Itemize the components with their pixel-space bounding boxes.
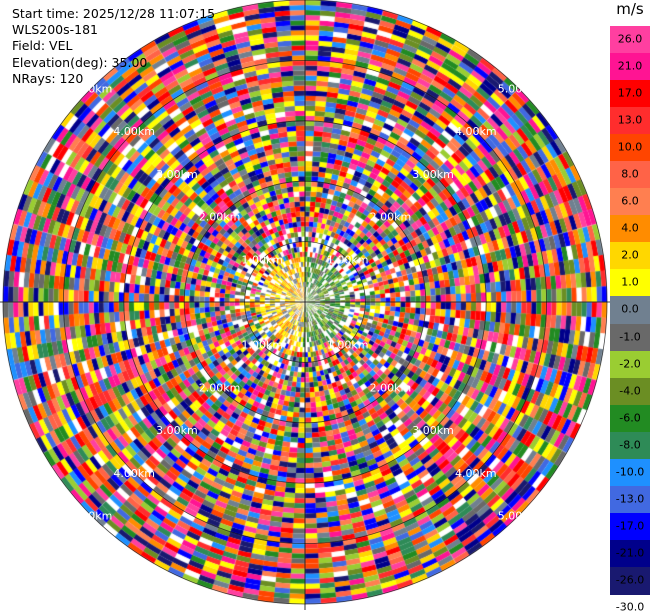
elevation-text: Elevation(deg): 35.00: [12, 54, 148, 70]
station-text: WLS200s-181: [12, 22, 98, 38]
colorbar-swatch: [610, 323, 650, 352]
range-label: 5.00km: [71, 83, 113, 96]
colorbar-tick-label: -26.0: [615, 573, 645, 587]
colorbar-tick-label: -17.0: [615, 519, 645, 533]
range-label: 4.00km: [455, 467, 497, 480]
colorbar-swatch: [610, 377, 650, 406]
colorbar-tick-label: 10.0: [617, 140, 643, 154]
colorbar-swatch: [610, 296, 650, 325]
colorbar-swatch: [610, 350, 650, 379]
range-label: 4.00km: [113, 467, 155, 480]
range-label: 3.00km: [156, 168, 198, 181]
colorbar-swatch: [610, 26, 650, 55]
scan-info-panel: Start time: 2025/12/28 11:07:15 WLS200s-…: [12, 6, 215, 87]
colorbar-swatch: [610, 404, 650, 433]
range-label: 1.00km: [242, 339, 284, 352]
colorbar-tick-label: 21.0: [617, 59, 643, 73]
colorbar-swatch: [610, 566, 650, 595]
colorbar: 26.0 21.0 17.0 13.0 10.0 8.0 6.0 4.0 2.0 1.0 0.0 -1…: [610, 26, 650, 614]
colorbar-tick-label: 8.0: [621, 167, 639, 181]
colorbar-tick-label: 26.0: [617, 32, 643, 46]
range-label: 3.00km: [412, 424, 454, 437]
range-label: 2.00km: [199, 211, 241, 224]
start-time-text: Start time: 2025/12/28 11:07:15: [12, 6, 216, 21]
range-label: 3.00km: [156, 424, 198, 437]
colorbar-tick-label: 6.0: [621, 194, 639, 208]
range-label: 5.00km: [498, 510, 540, 523]
range-label: 3.00km: [412, 168, 454, 181]
colorbar-tick-label: -10.0: [615, 465, 645, 479]
colorbar-unit: m/s: [616, 0, 644, 18]
colorbar-swatch: [610, 188, 650, 217]
field-text: Field: VEL: [12, 38, 73, 54]
range-labels: 1.00km 1.00km 1.00km 1.00km 2.00km 2.00km 2.00…: [71, 83, 540, 523]
colorbar-tick-label: -30.0: [615, 600, 645, 614]
colorbar-swatch: [610, 539, 650, 568]
colorbar-tick-label: -4.0: [619, 384, 641, 398]
range-label: 2.00km: [199, 381, 241, 394]
colorbar-swatch: [610, 107, 650, 136]
colorbar-tick-label: 17.0: [617, 86, 643, 100]
colorbar-tick-label: 13.0: [617, 113, 643, 127]
colorbar-tick-label: -6.0: [619, 411, 641, 425]
nrays-text: NRays: 120: [12, 70, 84, 86]
colorbar-swatch: [610, 431, 650, 460]
colorbar-swatch: [610, 80, 650, 109]
colorbar-tick-label: -8.0: [619, 438, 641, 452]
colorbar-tick-label: -13.0: [615, 492, 645, 506]
colorbar-tick-label: -21.0: [615, 546, 645, 560]
colorbar-tick-label: -1.0: [619, 330, 641, 344]
colorbar-swatch: [610, 242, 650, 271]
colorbar-swatch: [610, 485, 650, 514]
range-label: 5.00km: [498, 83, 540, 96]
colorbar-swatch: [610, 53, 650, 82]
colorbar-tick-label: 4.0: [621, 221, 639, 235]
colorbar-swatch: [610, 269, 650, 298]
range-label: 5.00km: [71, 510, 113, 523]
range-label: 2.00km: [370, 381, 412, 394]
range-label: 1.00km: [242, 253, 284, 266]
range-label: 2.00km: [370, 211, 412, 224]
colorbar-swatch: [610, 161, 650, 190]
colorbar-swatch: [610, 458, 650, 487]
colorbar-swatch: [610, 215, 650, 244]
range-label: 4.00km: [113, 125, 155, 138]
range-label: 1.00km: [327, 339, 369, 352]
range-rings: [0, 0, 610, 610]
colorbar-tick-label: -2.0: [619, 357, 641, 371]
range-label: 4.00km: [455, 125, 497, 138]
colorbar-tick-label: 1.0: [621, 275, 639, 289]
range-label: 1.00km: [327, 253, 369, 266]
colorbar-swatch: [610, 512, 650, 541]
colorbar-tick-label: 0.0: [621, 302, 639, 316]
colorbar-swatch: [610, 134, 650, 163]
colorbar-tick-label: 2.0: [621, 248, 639, 262]
